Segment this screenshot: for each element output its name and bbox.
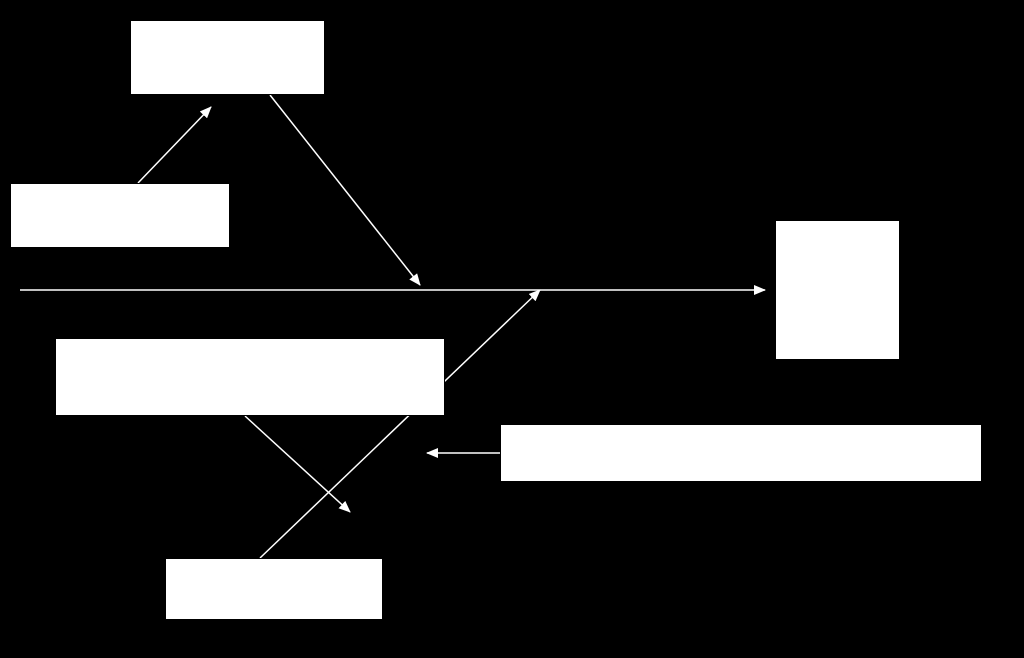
diagram-edge-3: [260, 290, 540, 558]
diagram-node-n_left: [10, 183, 230, 248]
diagram-edge-4: [245, 416, 350, 512]
diagram-node-n_top: [130, 20, 325, 95]
diagram-canvas: [0, 0, 1024, 658]
diagram-edge-0: [138, 107, 211, 183]
diagram-node-n_target: [775, 220, 900, 360]
diagram-node-n_bottomlabel: [500, 424, 982, 482]
diagram-node-n_bottom: [165, 558, 383, 620]
diagram-edge-1: [270, 95, 420, 285]
diagram-node-n_mid: [55, 338, 445, 416]
